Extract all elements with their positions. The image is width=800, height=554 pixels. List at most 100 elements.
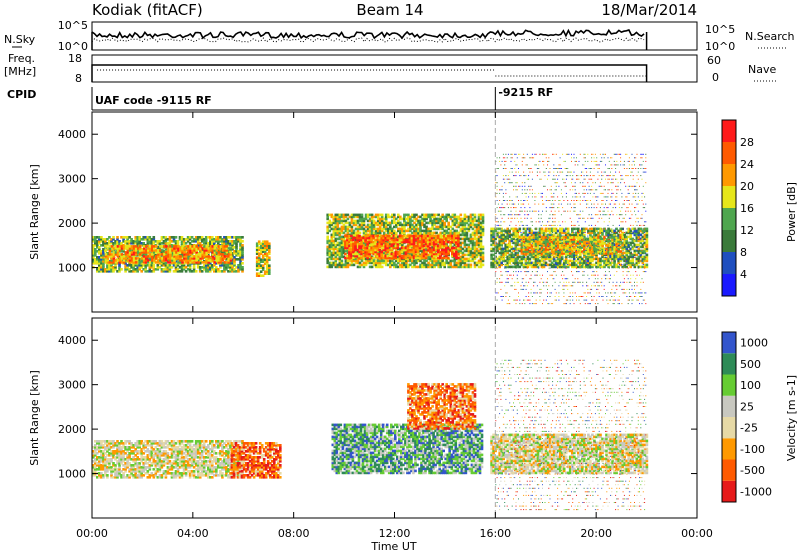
heatmap-cell xyxy=(265,246,269,249)
heatmap-cell xyxy=(120,268,123,271)
heatmap-cell xyxy=(179,249,182,252)
heatmap-cell xyxy=(556,233,560,237)
heatmap-cell xyxy=(146,244,150,247)
heatmap-cell xyxy=(142,255,146,258)
heatmap-cell xyxy=(558,257,562,261)
heatmap-cell xyxy=(512,233,516,237)
heatmap-cell xyxy=(189,257,192,260)
heatmap-cell xyxy=(528,259,532,263)
heatmap-cell xyxy=(261,264,265,267)
heatmap-cell xyxy=(611,241,614,245)
heatmap-cell xyxy=(554,248,558,251)
heatmap-cell xyxy=(179,257,182,260)
heatmap-cell xyxy=(352,219,356,223)
heatmap-cell xyxy=(562,243,566,247)
heatmap-cell xyxy=(481,259,485,263)
heatmap-cell xyxy=(376,263,380,267)
heatmap-cell xyxy=(413,225,416,229)
heatmap-cell xyxy=(376,246,379,250)
heatmap-cell xyxy=(231,242,234,245)
heatmap-cell xyxy=(231,254,234,257)
heatmap-cell xyxy=(463,243,467,247)
heatmap-cell xyxy=(424,236,428,240)
heatmap-cell xyxy=(540,257,544,261)
heatmap-cell xyxy=(461,233,465,237)
heatmap-cell xyxy=(237,270,240,273)
heatmap-cell xyxy=(609,263,612,267)
heatmap-cell xyxy=(378,254,381,258)
heatmap-cell xyxy=(374,227,378,231)
heatmap-cell xyxy=(643,249,647,253)
heatmap-cell xyxy=(433,213,436,217)
heatmap-cell xyxy=(558,233,562,237)
heatmap-cell xyxy=(394,250,398,254)
heatmap-cell xyxy=(556,246,560,249)
heatmap-cell xyxy=(338,221,342,225)
heatmap-cell xyxy=(328,265,332,269)
heatmap-cell xyxy=(421,213,424,217)
heatmap-cell xyxy=(136,254,139,257)
heatmap-cell xyxy=(401,227,404,231)
heatmap-cell xyxy=(102,256,105,259)
heatmap-cell xyxy=(409,227,412,231)
heatmap-cell xyxy=(481,215,485,219)
heatmap-cell xyxy=(390,252,394,256)
heatmap-cell xyxy=(407,213,410,217)
heatmap-cell xyxy=(542,248,546,251)
heatmap-cell xyxy=(223,238,226,241)
heatmap-cell xyxy=(177,261,180,264)
heatmap-cell xyxy=(645,235,649,239)
heatmap-cell xyxy=(152,254,156,257)
heatmap-cell xyxy=(471,255,475,259)
heatmap-cell xyxy=(465,249,469,253)
heatmap-cell xyxy=(259,274,263,277)
heatmap-cell xyxy=(568,237,572,241)
heatmap-cell xyxy=(134,253,138,256)
heatmap-cell xyxy=(633,233,637,237)
heatmap-cell xyxy=(261,250,265,253)
heatmap-cell xyxy=(356,243,360,247)
heatmap-cell xyxy=(334,259,338,263)
heatmap-cell xyxy=(530,255,534,259)
heatmap-cell xyxy=(546,248,550,251)
heatmap-cell xyxy=(380,242,383,246)
heatmap-cell xyxy=(205,249,208,252)
heatmap-cell xyxy=(431,245,434,249)
heatmap-cell xyxy=(174,240,178,243)
heatmap-cell xyxy=(157,255,160,258)
heatmap-cell xyxy=(338,253,342,257)
heatmap-cell xyxy=(530,246,534,249)
heatmap-cell xyxy=(168,238,172,241)
heatmap-cell xyxy=(185,245,188,248)
heatmap-cell xyxy=(568,242,572,245)
heatmap-cell xyxy=(639,253,643,257)
heatmap-cell xyxy=(433,265,436,269)
heatmap-cell xyxy=(241,266,244,269)
heatmap-cell xyxy=(372,246,375,250)
heatmap-cell xyxy=(591,259,594,263)
freq-label: Freq. xyxy=(8,52,35,65)
heatmap-cell xyxy=(434,238,438,242)
heatmap-cell xyxy=(593,233,596,237)
heatmap-cell xyxy=(552,252,556,255)
heatmap-cell xyxy=(118,266,121,269)
heatmap-cell xyxy=(635,259,639,263)
heatmap-cell xyxy=(403,215,406,219)
heatmap-cell xyxy=(421,223,424,227)
heatmap-cell xyxy=(451,227,455,231)
heatmap-cell xyxy=(627,261,630,265)
heatmap-cell xyxy=(104,268,107,271)
heatmap-cell xyxy=(532,253,536,257)
date-title: 18/Mar/2014 xyxy=(601,1,697,19)
heatmap-cell xyxy=(136,240,139,243)
heatmap-cell xyxy=(211,251,215,254)
heatmap-cell xyxy=(554,250,558,253)
heatmap-cell xyxy=(406,240,410,244)
heatmap-cell xyxy=(416,240,420,244)
heatmap-cell xyxy=(409,223,412,227)
heatmap-cell xyxy=(477,261,481,265)
heatmap-cell xyxy=(577,236,580,239)
heatmap-cell xyxy=(440,256,444,260)
heatmap-cell xyxy=(366,219,370,223)
heatmap-cell xyxy=(467,259,471,263)
